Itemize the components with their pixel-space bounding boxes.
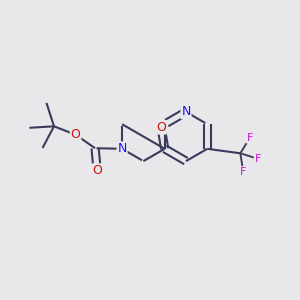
Text: O: O (156, 121, 166, 134)
Text: O: O (70, 128, 80, 141)
Text: N: N (117, 142, 127, 155)
Text: O: O (92, 164, 102, 177)
Text: N: N (181, 105, 191, 119)
Text: F: F (254, 154, 261, 164)
Text: F: F (240, 167, 247, 177)
Text: F: F (247, 133, 253, 143)
